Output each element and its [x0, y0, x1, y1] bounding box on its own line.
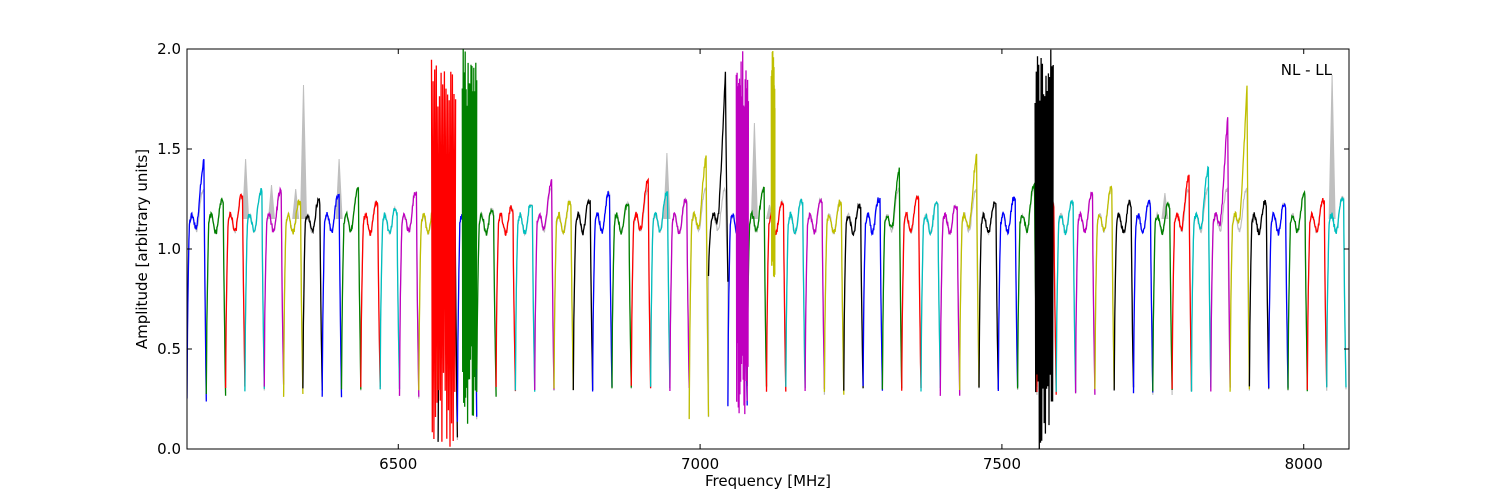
rfi-burst	[1034, 49, 1054, 449]
series-line	[476, 207, 497, 397]
x-axis-label: Frequency [MHz]	[705, 472, 831, 490]
background-spike	[268, 184, 275, 220]
y-tick-label: 0.0	[157, 440, 181, 458]
x-tick-label: 8000	[1285, 455, 1323, 473]
series-line	[572, 198, 594, 391]
series-line	[881, 167, 903, 390]
series-line	[1171, 174, 1193, 392]
y-tick-label: 1.0	[157, 240, 181, 258]
series-line	[862, 197, 884, 391]
series-line	[340, 186, 362, 390]
series-line	[495, 205, 517, 392]
rfi-burst	[461, 49, 478, 424]
series-line	[1210, 117, 1231, 392]
x-tick-label: 7000	[681, 455, 719, 473]
series-line	[785, 198, 806, 389]
series-line	[707, 71, 729, 282]
rfi-layer	[430, 49, 1054, 449]
y-tick-label: 1.5	[157, 140, 181, 158]
y-axis-ticks: 0.0 0.5 1.0 1.5 2.0	[157, 40, 1349, 458]
series-line	[1229, 85, 1251, 392]
series-line	[920, 200, 941, 392]
chart-annotation: NL - LL	[1281, 61, 1333, 79]
series-line	[688, 155, 710, 420]
rfi-burst	[430, 59, 457, 447]
series-line	[360, 200, 381, 388]
series-line	[263, 186, 285, 387]
series-line	[804, 197, 826, 392]
series-line	[1190, 165, 1212, 392]
series-line	[187, 158, 207, 402]
y-axis-label: Amplitude [arbitrary units]	[133, 149, 151, 349]
series-line	[939, 205, 961, 396]
series-line	[591, 191, 613, 392]
series-line	[1287, 189, 1308, 392]
series-line	[321, 193, 343, 398]
series-line	[959, 153, 980, 391]
series-line	[1248, 199, 1270, 389]
series-line	[379, 207, 401, 390]
series-line	[1152, 201, 1173, 392]
x-tick-label: 6500	[379, 455, 417, 473]
series-line	[1094, 185, 1115, 390]
series-line	[978, 201, 999, 390]
series-line	[901, 194, 922, 391]
series-line	[997, 196, 1019, 392]
series-line	[534, 179, 555, 391]
series-line	[669, 198, 690, 392]
background-spike	[663, 152, 671, 220]
rfi-burst	[735, 51, 750, 415]
series-line	[843, 202, 864, 391]
series-line	[765, 201, 787, 392]
x-tick-label: 7500	[983, 455, 1021, 473]
series-line	[611, 203, 632, 389]
series-line	[553, 200, 574, 390]
series-line	[282, 198, 304, 397]
y-tick-label: 0.5	[157, 340, 181, 358]
series-line	[1016, 181, 1038, 389]
series-line	[1074, 191, 1096, 395]
series-line	[1268, 202, 1289, 389]
background-spike	[1328, 74, 1336, 220]
series-line	[1055, 199, 1077, 393]
series-line	[649, 190, 671, 389]
series-line	[302, 197, 323, 391]
series-line	[1326, 197, 1347, 388]
background-spike	[242, 158, 250, 220]
series-line	[746, 186, 768, 387]
series-line	[823, 199, 845, 395]
series-line	[244, 188, 265, 392]
series-line	[514, 204, 536, 392]
rfi-burst	[770, 50, 776, 278]
series-line	[630, 177, 652, 389]
series-line	[1132, 199, 1154, 394]
series-layer	[187, 71, 1347, 442]
y-tick-label: 2.0	[157, 40, 181, 58]
background-spike	[750, 122, 758, 220]
background-spike	[300, 84, 307, 220]
series-line	[205, 197, 227, 396]
series-line	[224, 193, 246, 389]
series-line	[398, 191, 420, 397]
series-line	[1306, 198, 1328, 390]
x-axis-ticks: 6500 7000 7500 8000	[379, 49, 1323, 473]
series-line	[1113, 199, 1135, 391]
